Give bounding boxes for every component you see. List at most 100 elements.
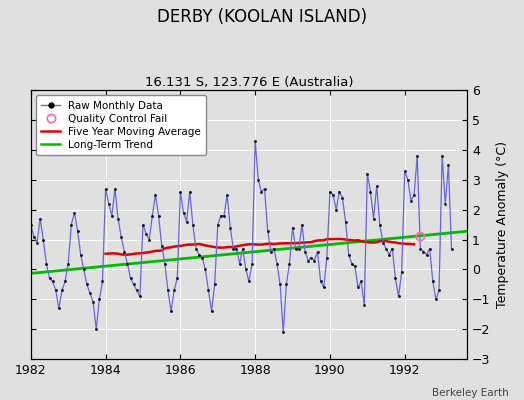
Point [257, 188, 266, 195]
Point [270, 245, 278, 252]
Point [422, 251, 431, 258]
Point [123, 260, 132, 267]
Point [260, 186, 269, 192]
Point [67, 222, 75, 228]
Point [395, 293, 403, 300]
Point [400, 168, 409, 174]
Point [232, 245, 241, 252]
Point [385, 251, 394, 258]
Point [86, 290, 94, 296]
Point [58, 287, 66, 294]
Point [388, 245, 397, 252]
Point [185, 188, 194, 195]
Point [351, 263, 359, 270]
Point [304, 257, 312, 264]
Point [323, 254, 331, 261]
Point [114, 216, 122, 222]
Point [27, 222, 35, 228]
Point [320, 284, 328, 291]
Point [54, 305, 63, 312]
Point [235, 260, 244, 267]
Point [167, 308, 175, 314]
Point [419, 248, 428, 255]
Point [211, 281, 219, 288]
Point [245, 278, 253, 285]
Point [161, 260, 169, 267]
Point [48, 278, 57, 285]
Point [214, 222, 222, 228]
Point [273, 260, 281, 267]
Point [307, 254, 315, 261]
Point [344, 251, 353, 258]
Point [229, 245, 237, 252]
Point [195, 251, 203, 258]
Point [173, 275, 181, 282]
Point [341, 218, 350, 225]
Point [107, 212, 116, 219]
Point [248, 260, 256, 267]
Point [33, 239, 41, 246]
Point [198, 254, 206, 261]
Point [339, 194, 347, 201]
Point [267, 248, 275, 255]
Text: Berkeley Earth: Berkeley Earth [432, 388, 508, 398]
Point [51, 287, 60, 294]
Point [347, 260, 356, 267]
Y-axis label: Temperature Anomaly (°C): Temperature Anomaly (°C) [496, 141, 509, 308]
Point [204, 287, 213, 294]
Point [301, 248, 309, 255]
Point [139, 222, 147, 228]
Point [354, 284, 362, 291]
Point [291, 245, 300, 252]
Point [208, 308, 216, 314]
Point [179, 210, 188, 216]
Point [39, 236, 48, 243]
Point [285, 260, 293, 267]
Point [432, 296, 440, 302]
Point [102, 186, 110, 192]
Point [145, 236, 154, 243]
Point [264, 228, 272, 234]
Point [92, 326, 101, 332]
Point [282, 281, 290, 288]
Point [99, 278, 107, 285]
Point [254, 177, 263, 183]
Point [373, 183, 381, 189]
Point [148, 212, 157, 219]
Point [382, 245, 390, 252]
Point [391, 275, 400, 282]
Title: 16.131 S, 123.776 E (Australia): 16.131 S, 123.776 E (Australia) [145, 76, 353, 89]
Point [151, 192, 160, 198]
Text: DERBY (KOOLAN ISLAND): DERBY (KOOLAN ISLAND) [157, 8, 367, 26]
Point [80, 266, 88, 273]
Point [163, 287, 172, 294]
Point [61, 278, 69, 285]
Point [416, 234, 424, 240]
Point [158, 242, 166, 249]
Point [242, 266, 250, 273]
Point [276, 281, 285, 288]
Point [335, 188, 344, 195]
Point [36, 216, 45, 222]
Point [182, 218, 191, 225]
Point [425, 245, 434, 252]
Point [363, 171, 372, 177]
Point [360, 302, 368, 308]
Point [407, 198, 415, 204]
Point [192, 245, 200, 252]
Point [298, 222, 306, 228]
Point [279, 329, 288, 336]
Legend: Raw Monthly Data, Quality Control Fail, Five Year Moving Average, Long-Term Tren: Raw Monthly Data, Quality Control Fail, … [36, 95, 206, 155]
Point [444, 162, 453, 168]
Point [288, 224, 297, 231]
Point [176, 188, 184, 195]
Point [133, 287, 141, 294]
Point [397, 269, 406, 276]
Point [170, 287, 178, 294]
Point [313, 248, 322, 255]
Point [136, 293, 144, 300]
Point [111, 186, 119, 192]
Point [294, 245, 303, 252]
Point [117, 234, 125, 240]
Point [369, 216, 378, 222]
